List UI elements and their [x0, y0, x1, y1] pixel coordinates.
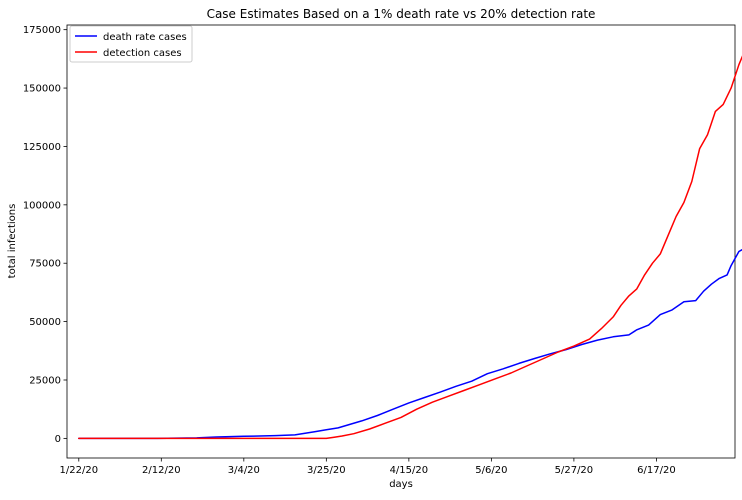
- y-tick-label: 175000: [23, 25, 61, 36]
- y-tick-label: 25000: [29, 375, 61, 386]
- legend-label-death-rate: death rate cases: [103, 32, 187, 43]
- series-line-death-rate: [78, 248, 742, 440]
- x-tick-label: 4/15/20: [390, 465, 429, 476]
- y-axis-label: total infections: [7, 204, 18, 279]
- x-axis-label: days: [389, 479, 413, 490]
- x-tick-label: 1/22/20: [60, 465, 99, 476]
- chart-title: Case Estimates Based on a 1% death rate …: [207, 7, 596, 21]
- x-tick-label: 5/27/20: [555, 465, 594, 476]
- series-line-detection: [78, 55, 742, 440]
- x-tick-label: 3/4/20: [228, 465, 260, 476]
- y-tick-label: 50000: [29, 317, 61, 328]
- y-tick-label: 0: [55, 434, 61, 445]
- plot-area: 1/22/20 2/12/20 3/4/20 3/25/20 4/15/20 5/6/20…: [23, 24, 742, 476]
- legend-label-detection: detection cases: [103, 48, 182, 59]
- x-axis: 1/22/20 2/12/20 3/4/20 3/25/20 4/15/20 5/6/20…: [60, 458, 676, 476]
- y-tick-label: 75000: [29, 259, 61, 270]
- legend: death rate cases detection cases: [69, 25, 193, 63]
- x-tick-label: 2/12/20: [142, 465, 181, 476]
- y-tick-label: 150000: [23, 84, 61, 95]
- x-tick-label: 3/25/20: [307, 465, 346, 476]
- y-tick-label: 125000: [23, 142, 61, 153]
- x-tick-label: 6/17/20: [637, 465, 676, 476]
- plot-frame: [66, 24, 736, 459]
- y-tick-label: 100000: [23, 200, 61, 211]
- series-layer: [78, 55, 742, 440]
- x-tick-label: 5/6/20: [475, 465, 507, 476]
- y-axis: 0 25000 50000 75000 100000 125000 150000 175000: [23, 25, 67, 445]
- legend-box: [69, 25, 193, 63]
